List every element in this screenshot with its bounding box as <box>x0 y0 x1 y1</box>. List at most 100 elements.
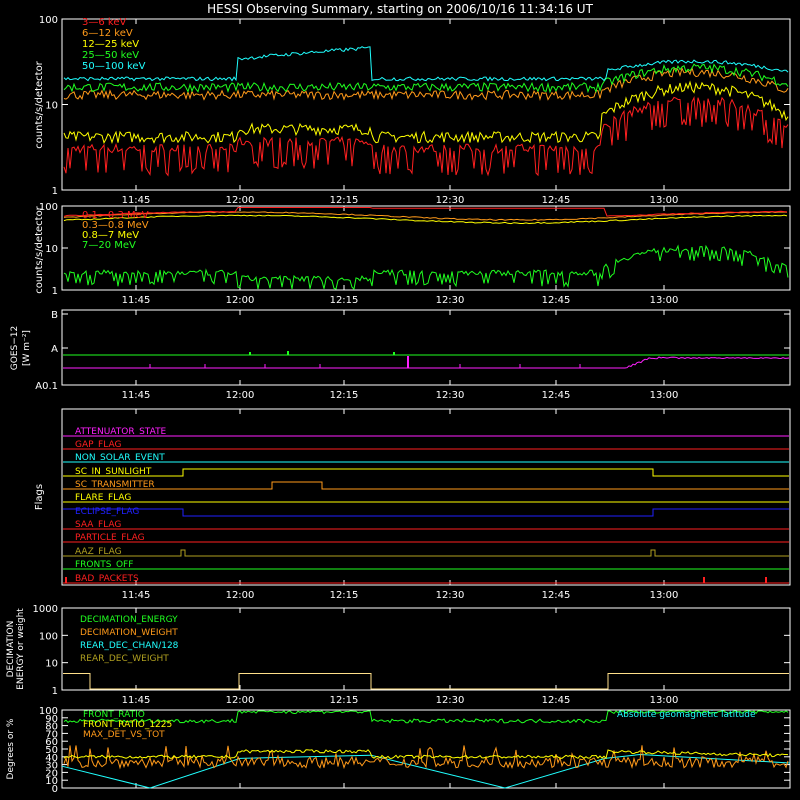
panel5-ylabel: DECIMATION <box>6 621 16 678</box>
panel5-axes-box <box>61 607 791 691</box>
panel4-xtick-label: 12:00 <box>226 590 255 601</box>
panel6-ytick-label: 20 <box>45 768 58 779</box>
panel1-series <box>63 46 789 177</box>
panel4-axes-box <box>61 408 791 586</box>
panel2-ylabel: counts/s/detector <box>34 205 45 293</box>
panel6-ytick-label: 10 <box>45 776 58 787</box>
series-6-12kev <box>63 66 789 102</box>
panel3-xtick-label: 13:00 <box>650 390 679 401</box>
panel3-frame: A0.1 A B 11:45 12:00 12:15 12:30 12:45 13:00 <box>35 309 791 401</box>
panel1-frame: 1 10 100 11:45 12:00 12:15 12:30 12:45 13:00 <box>39 15 791 206</box>
series-25-50kev <box>63 63 789 94</box>
series-50-100kev <box>63 46 789 82</box>
flag-label: FLARE_FLAG <box>75 493 131 503</box>
flag-label: ECLIPSE_FLAG <box>75 507 139 517</box>
flag-label: FRONTS_OFF <box>75 560 133 570</box>
panel6-ytick-label: 90 <box>45 714 58 725</box>
panel3-xtick-label: 12:00 <box>226 390 255 401</box>
panel2-legend-item: 7—20 MeV <box>82 240 136 251</box>
series-3-6kev <box>63 95 789 177</box>
panel1-legend-item: 50—100 keV <box>82 61 146 72</box>
panel5-legend-item: REAR_DEC_CHAN/128 <box>80 641 179 651</box>
flag-line <box>63 508 789 517</box>
panel4-xtick-label: 12:45 <box>542 590 571 601</box>
series-max-det-vs-tot <box>63 745 789 770</box>
panel2-xtick-label: 12:15 <box>330 295 359 306</box>
flag-label: GAP_FLAG <box>75 440 121 450</box>
panel1-ytick-label: 1 <box>52 186 58 197</box>
panel2-frame: 1 10 100 11:45 12:00 12:15 12:30 12:45 13:00 <box>39 202 791 306</box>
panel5-ylabel2: ENERGY or weight <box>16 608 26 690</box>
panel2-xtick-label: 12:45 <box>542 295 571 306</box>
panel1-ylabel: counts/s/detector <box>34 60 45 148</box>
panel5-legend-item: DECIMATION_ENERGY <box>80 615 178 625</box>
flag-label: SC_TRANSMITTER <box>75 480 155 490</box>
panel6-legend-item: MAX_DET_VS_TOT <box>83 730 165 740</box>
panel5-xtick-label: 13:00 <box>650 695 679 706</box>
panel3-xtick-label: 12:45 <box>542 390 571 401</box>
panel2-legend-item: 0.1—0.3 MeV <box>82 210 149 221</box>
decimation-weight-trace <box>63 673 789 690</box>
panel6-ytick-label: 80 <box>45 722 58 733</box>
panel6-legend: FRONT_RATIOFRONT_RATIO_1225MAX_DET_VS_TO… <box>83 710 756 740</box>
panel2-xtick-label: 13:00 <box>650 295 679 306</box>
panel4-xtick-label: 12:15 <box>330 590 359 601</box>
panel2-ytick-label: 100 <box>39 202 58 213</box>
panel2-xtick-label: 11:45 <box>122 295 151 306</box>
flag-label: PARTICLE_FLAG <box>75 533 145 543</box>
panel2-legend-item: 0.3—0.8 MeV <box>82 220 149 231</box>
panel2-ytick-label: 10 <box>45 244 58 255</box>
flag-label: SAA_FLAG <box>75 520 121 530</box>
panel1-legend-item: 3—6 keV <box>82 17 126 28</box>
flag-line <box>63 481 789 490</box>
panel2-legend-item: 0.8—7 MeV <box>82 230 139 241</box>
panel3-xtick-label: 12:30 <box>436 390 465 401</box>
panel5-ytick-label: 1 <box>52 686 58 697</box>
panel5-xtick-label: 11:45 <box>122 695 151 706</box>
panel6-legend-item: FRONT_RATIO_1225 <box>83 720 172 730</box>
panel3-series <box>63 351 790 369</box>
series-front-ratio <box>63 710 789 724</box>
panel6-ytick-label: 30 <box>45 761 58 772</box>
panel1-xtick-label: 12:45 <box>542 195 571 206</box>
panel5-frame: 1 10 100 1000 11:45 12:00 12:15 12:30 12:45 13:00 <box>33 604 791 706</box>
flag-line <box>63 549 789 557</box>
panel6-ytick-label: 50 <box>45 745 58 756</box>
panel1-legend-item: 6—12 keV <box>82 28 133 39</box>
panel4-flags: ATTENUATOR_STATE GAP_FLAG NON_SOLAR_EVENT S… <box>63 427 789 584</box>
panel1-xtick-label: 12:15 <box>330 195 359 206</box>
panel3-xtick-label: 11:45 <box>122 390 151 401</box>
panel5-xtick-label: 12:30 <box>436 695 465 706</box>
panel2-ytick-label: 1 <box>52 286 58 297</box>
panel5-ytick-label: 100 <box>39 631 58 642</box>
flag-label: NON_SOLAR_EVENT <box>75 453 165 463</box>
panel3-axes-box <box>61 309 791 386</box>
flag-label: BAD_PACKETS <box>75 574 139 584</box>
series-7-20mev <box>63 244 789 291</box>
panel3-ylabel: GOES−12 <box>10 326 20 370</box>
panel5-series <box>63 673 789 690</box>
panel3-ytick-label: A0.1 <box>35 381 58 392</box>
flag-line <box>63 468 789 477</box>
panel6-legend-item: FRONT_RATIO <box>83 710 145 720</box>
flag-label: ATTENUATOR_STATE <box>75 427 167 437</box>
panel6-ytick-label: 40 <box>45 753 58 764</box>
panel5-legend-item: REAR_DEC_WEIGHT <box>80 654 169 664</box>
panel5-ytick-label: 1000 <box>33 604 58 615</box>
flag-label: AAZ_FLAG <box>75 547 122 557</box>
panel1-xtick-label: 12:30 <box>436 195 465 206</box>
series-0p1-0p3mev <box>63 207 788 217</box>
panel6-ylabel: Degrees or % <box>6 718 16 779</box>
panel4-xtick-label: 13:00 <box>650 590 679 601</box>
panel3-ytick-label: A <box>51 344 58 355</box>
goes-short-channel <box>63 356 790 369</box>
panel1-xtick-label: 12:00 <box>226 195 255 206</box>
series-0p8-7mev <box>63 214 788 225</box>
panel4-ylabel: Flags <box>34 484 45 510</box>
panel5-xtick-label: 12:00 <box>226 695 255 706</box>
panel2-xtick-label: 12:30 <box>436 295 465 306</box>
panel6-ytick-label: 70 <box>45 729 58 740</box>
panel1-ytick-label: 100 <box>39 15 58 26</box>
series-front-ratio-1225 <box>63 749 789 760</box>
